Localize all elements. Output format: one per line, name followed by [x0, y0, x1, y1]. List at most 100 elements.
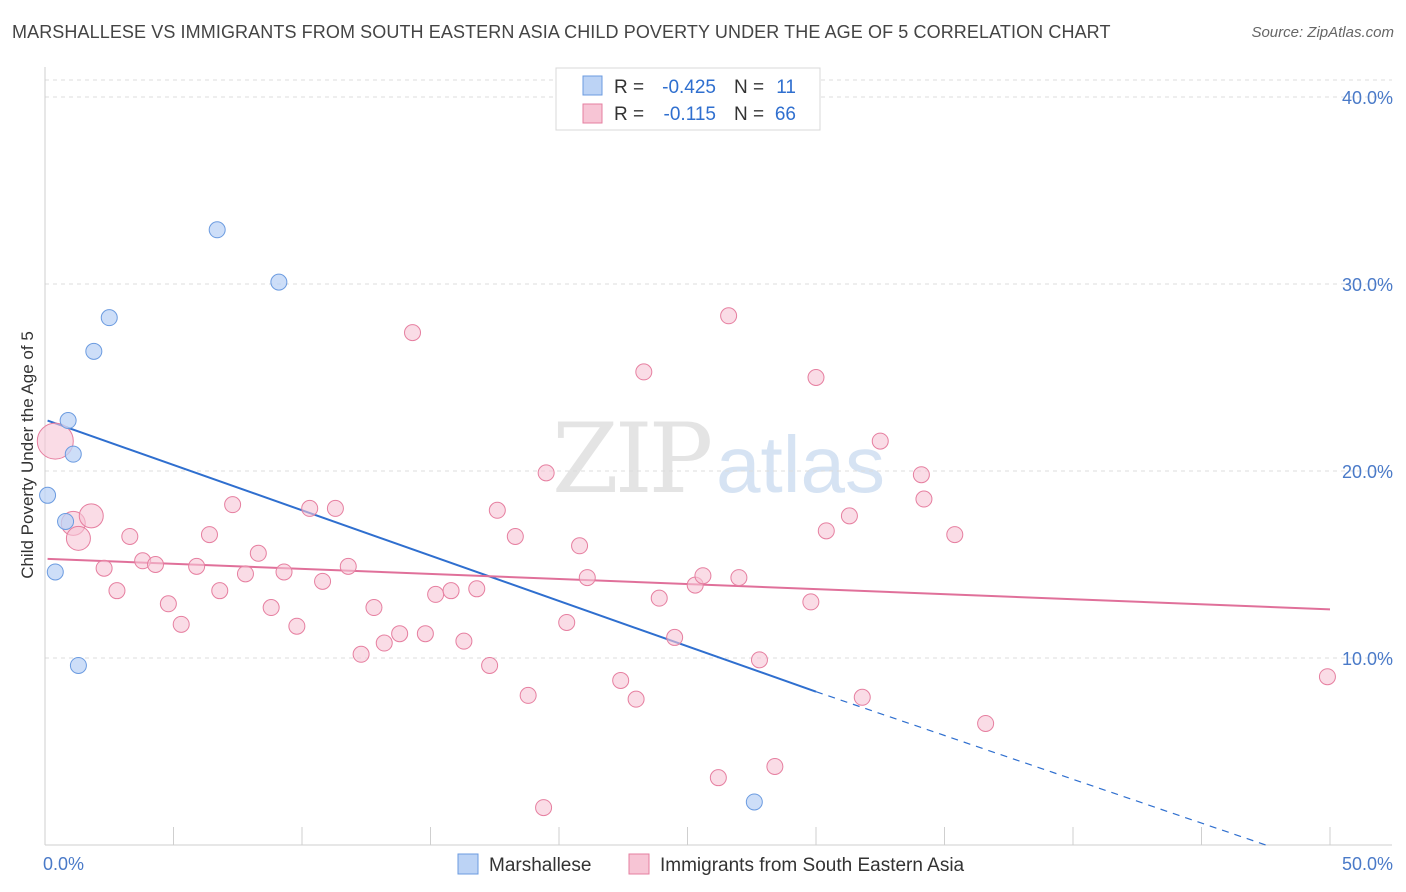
- point-immigrants-61: [915, 490, 933, 508]
- legend-n-value-1: 11: [776, 77, 796, 98]
- point-immigrants-34: [481, 656, 499, 674]
- point-immigrants-22: [326, 499, 344, 517]
- point-immigrants-8: [147, 556, 165, 573]
- y-tick-labels: 10.0% 20.0% 30.0% 40.0%: [1342, 88, 1393, 669]
- point-immigrants-27: [391, 625, 409, 643]
- y-tick-label-0: 10.0%: [1342, 649, 1393, 669]
- point-immigrants-51: [730, 569, 748, 587]
- y-tick-label-1: 20.0%: [1342, 462, 1393, 482]
- point-marshallese-4: [64, 445, 82, 463]
- point-immigrants-53: [766, 757, 784, 775]
- y-axis-title: Child Poverty Under the Age of 5: [18, 331, 37, 579]
- y-tick-label-2: 30.0%: [1342, 275, 1393, 295]
- legend-series: Marshallese Immigrants from South Easter…: [457, 853, 965, 876]
- point-marshallese-7: [100, 309, 118, 327]
- point-immigrants-32: [455, 632, 473, 650]
- point-immigrants-18: [275, 563, 293, 581]
- point-immigrants-4: [95, 559, 113, 577]
- bottom-legend-immigrants: Immigrants from South Eastern Asia: [660, 855, 965, 876]
- point-immigrants-49: [709, 769, 727, 787]
- point-immigrants-56: [817, 522, 835, 540]
- point-immigrants-23: [339, 557, 357, 575]
- legend-r-label-2: R =: [614, 104, 644, 125]
- point-immigrants-58: [853, 688, 871, 706]
- bottom-legend-swatch-immigrants: [628, 853, 650, 875]
- point-marshallese-1: [46, 563, 64, 581]
- point-immigrants-57: [840, 507, 858, 525]
- point-marshallese-5: [69, 656, 87, 674]
- point-immigrants-21: [314, 572, 332, 590]
- point-immigrants-37: [519, 686, 537, 704]
- point-marshallese-2: [57, 512, 75, 530]
- point-immigrants-5: [108, 582, 126, 600]
- legend-n-label-1: N =: [734, 77, 764, 98]
- bottom-legend-swatch-marshallese: [457, 853, 479, 875]
- trend-line-marshallese-extension: [815, 691, 1266, 846]
- point-marshallese-10: [745, 793, 763, 811]
- point-immigrants-38: [537, 464, 555, 482]
- point-immigrants-2: [65, 525, 91, 551]
- point-immigrants-26: [375, 634, 393, 652]
- point-immigrants-16: [249, 544, 267, 562]
- watermark: ZIP atlas: [552, 403, 885, 515]
- point-immigrants-39: [558, 613, 576, 631]
- point-immigrants-63: [977, 714, 995, 732]
- point-immigrants-17: [262, 599, 280, 617]
- point-immigrants-14: [224, 496, 242, 514]
- point-marshallese-8: [208, 221, 226, 239]
- point-immigrants-43: [627, 690, 645, 708]
- point-marshallese-3: [59, 412, 77, 430]
- bottom-legend-marshallese: Marshallese: [489, 855, 591, 876]
- point-immigrants-29: [416, 625, 434, 643]
- trend-line-marshallese: [47, 419, 817, 693]
- point-immigrants-48: [694, 567, 712, 585]
- legend-r-value-2: -0.115: [664, 104, 716, 125]
- x-tick-label-1: 50.0%: [1342, 854, 1393, 874]
- point-immigrants-9: [159, 595, 177, 613]
- point-immigrants-6: [121, 527, 139, 545]
- point-immigrants-33: [468, 580, 486, 598]
- point-immigrants-42: [612, 671, 630, 689]
- point-immigrants-10: [172, 615, 190, 633]
- point-immigrants-3: [78, 503, 104, 529]
- point-marshallese-9: [270, 273, 288, 291]
- point-immigrants-52: [750, 651, 768, 669]
- point-immigrants-60: [912, 466, 930, 484]
- legend-stats: R = -0.425 N = 11 R = -0.115 N = 66: [555, 67, 821, 131]
- point-immigrants-55: [807, 369, 825, 386]
- point-immigrants-62: [946, 526, 964, 544]
- point-marshallese-0: [39, 486, 57, 504]
- point-immigrants-12: [200, 526, 218, 544]
- legend-swatch-immigrants: [582, 103, 603, 124]
- point-immigrants-45: [650, 589, 668, 607]
- point-immigrants-64: [535, 799, 553, 817]
- x-tick-label-0: 0.0%: [43, 854, 84, 874]
- series-immigrants-points: [36, 307, 1336, 817]
- point-immigrants-50: [720, 307, 738, 325]
- point-immigrants-36: [506, 527, 524, 545]
- y-tick-label-3: 40.0%: [1342, 88, 1393, 108]
- point-immigrants-25: [365, 599, 383, 617]
- point-immigrants-28: [404, 324, 422, 342]
- chart-title: MARSHALLESE VS IMMIGRANTS FROM SOUTH EAS…: [12, 22, 1111, 42]
- series-marshallese-points: [39, 221, 763, 811]
- legend-r-value-1: -0.425: [662, 77, 716, 98]
- legend-swatch-marshallese: [582, 75, 603, 96]
- point-immigrants-19: [288, 617, 306, 635]
- svg-text:atlas: atlas: [716, 420, 885, 509]
- svg-text:ZIP: ZIP: [552, 403, 711, 515]
- point-immigrants-44: [635, 363, 653, 381]
- point-immigrants-11: [188, 557, 206, 575]
- point-immigrants-20: [301, 499, 319, 517]
- point-immigrants-59: [871, 432, 889, 450]
- point-immigrants-30: [427, 585, 445, 603]
- point-immigrants-0: [36, 422, 74, 460]
- point-immigrants-41: [578, 569, 596, 587]
- point-immigrants-13: [211, 582, 229, 600]
- legend-n-label-2: N =: [734, 104, 764, 125]
- point-immigrants-24: [352, 645, 370, 663]
- point-immigrants-40: [571, 537, 589, 555]
- point-immigrants-54: [802, 593, 820, 611]
- legend-r-label-1: R =: [614, 77, 644, 98]
